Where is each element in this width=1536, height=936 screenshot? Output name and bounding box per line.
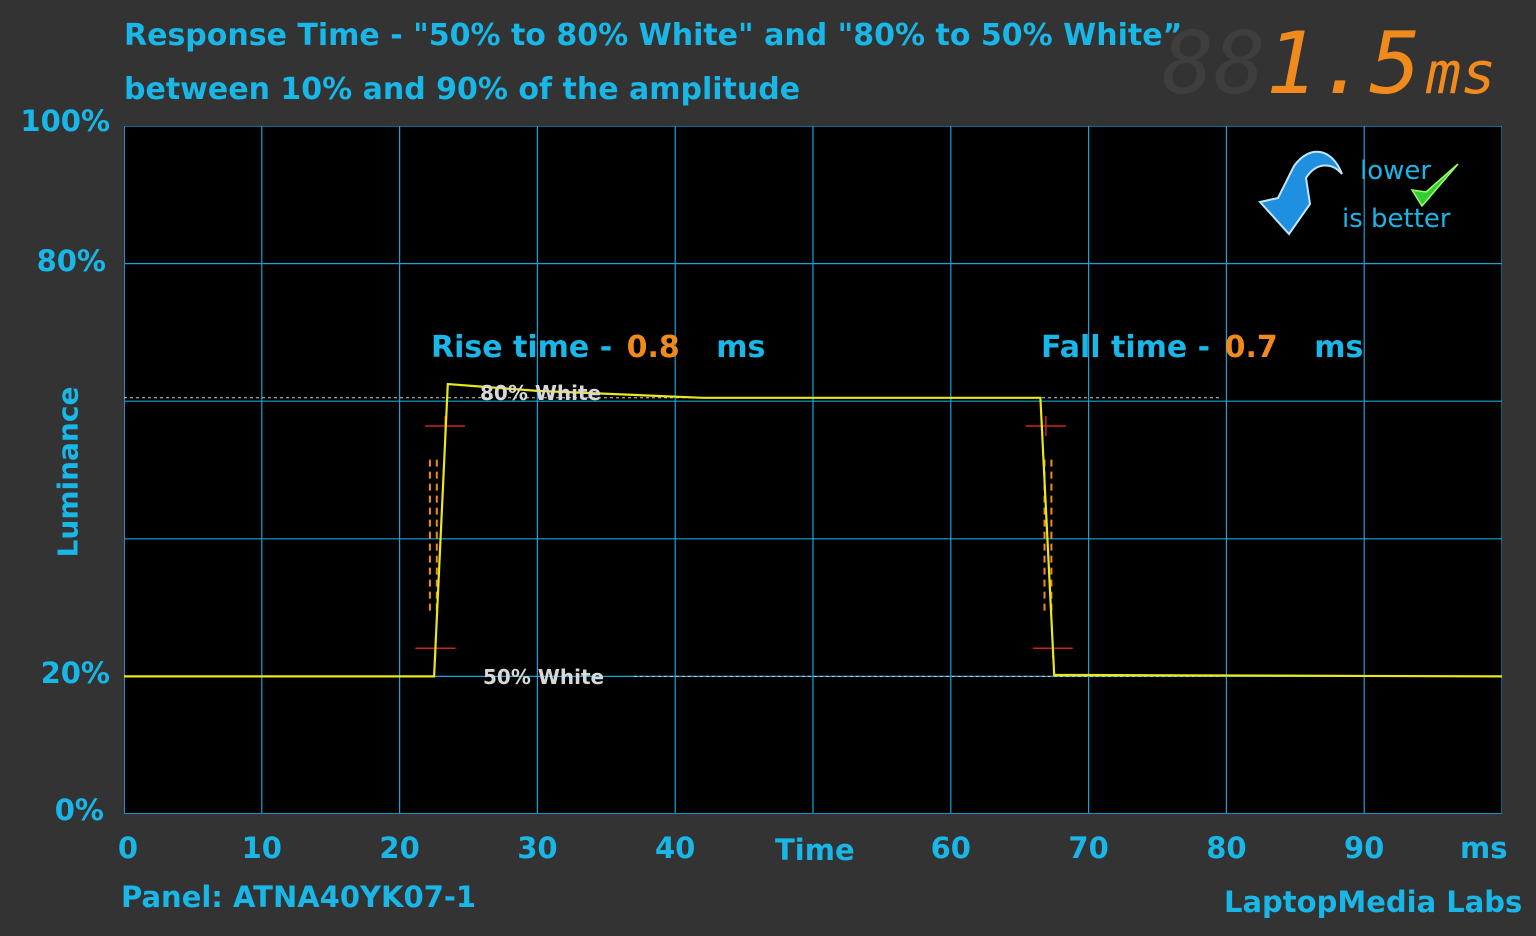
fall-time-annotation: Fall time - 0.7 ms (1041, 330, 1363, 365)
brand-label: LaptopMedia Labs (1224, 885, 1523, 919)
x-tick-label: 10 (241, 831, 282, 865)
x-tick-label: 20 (379, 831, 420, 865)
rise-time-value: 0.8 (626, 330, 680, 365)
response-time-display: 881.5 ms (1162, 14, 1496, 114)
ref-label-50: 50% White (483, 665, 605, 689)
x-axis-unit: ms (1460, 831, 1508, 865)
x-axis-label: Time (775, 833, 855, 867)
fall-time-unit: ms (1314, 330, 1364, 365)
rise-time-unit: ms (716, 330, 766, 365)
checkmark-icon (1410, 163, 1459, 208)
ref-label-80: 80% White (480, 381, 602, 405)
badge-is-better: is better (1342, 204, 1451, 234)
x-tick-label: 70 (1068, 831, 1109, 865)
display-unit: ms (1426, 39, 1496, 107)
chart-title-line1: Response Time - "50% to 80% White" and "… (124, 18, 1183, 53)
display-value: 1.5 (1265, 14, 1422, 114)
fall-time-value: 0.7 (1224, 330, 1278, 365)
rise-time-annotation: Rise time - 0.8 ms (431, 330, 765, 365)
y-tick-label: 80% (36, 244, 106, 278)
y-tick-label: 0% (54, 793, 104, 827)
luminance-trace (124, 382, 1502, 678)
chart-title-line2: between 10% and 90% of the amplitude (124, 72, 801, 107)
badge-lower: lower (1360, 156, 1432, 186)
display-ghost-digits: 88 (1162, 14, 1266, 114)
x-tick-label: 60 (930, 831, 971, 865)
down-arrow-icon (1258, 150, 1343, 236)
x-tick-label: 30 (517, 831, 558, 865)
chart-plot (124, 126, 1502, 814)
x-tick-label: 80 (1206, 831, 1247, 865)
x-tick-label: 40 (655, 831, 696, 865)
panel-label: Panel: ATNA40YK07-1 (121, 880, 477, 914)
y-tick-label: 100% (20, 104, 110, 138)
fall-time-label: Fall time - (1041, 330, 1211, 365)
x-tick-label: 90 (1344, 831, 1385, 865)
y-axis-label: Luminance (51, 386, 85, 558)
rise-time-label: Rise time - (431, 330, 613, 365)
x-tick-label: 0 (117, 831, 139, 865)
y-tick-label: 20% (40, 656, 110, 690)
